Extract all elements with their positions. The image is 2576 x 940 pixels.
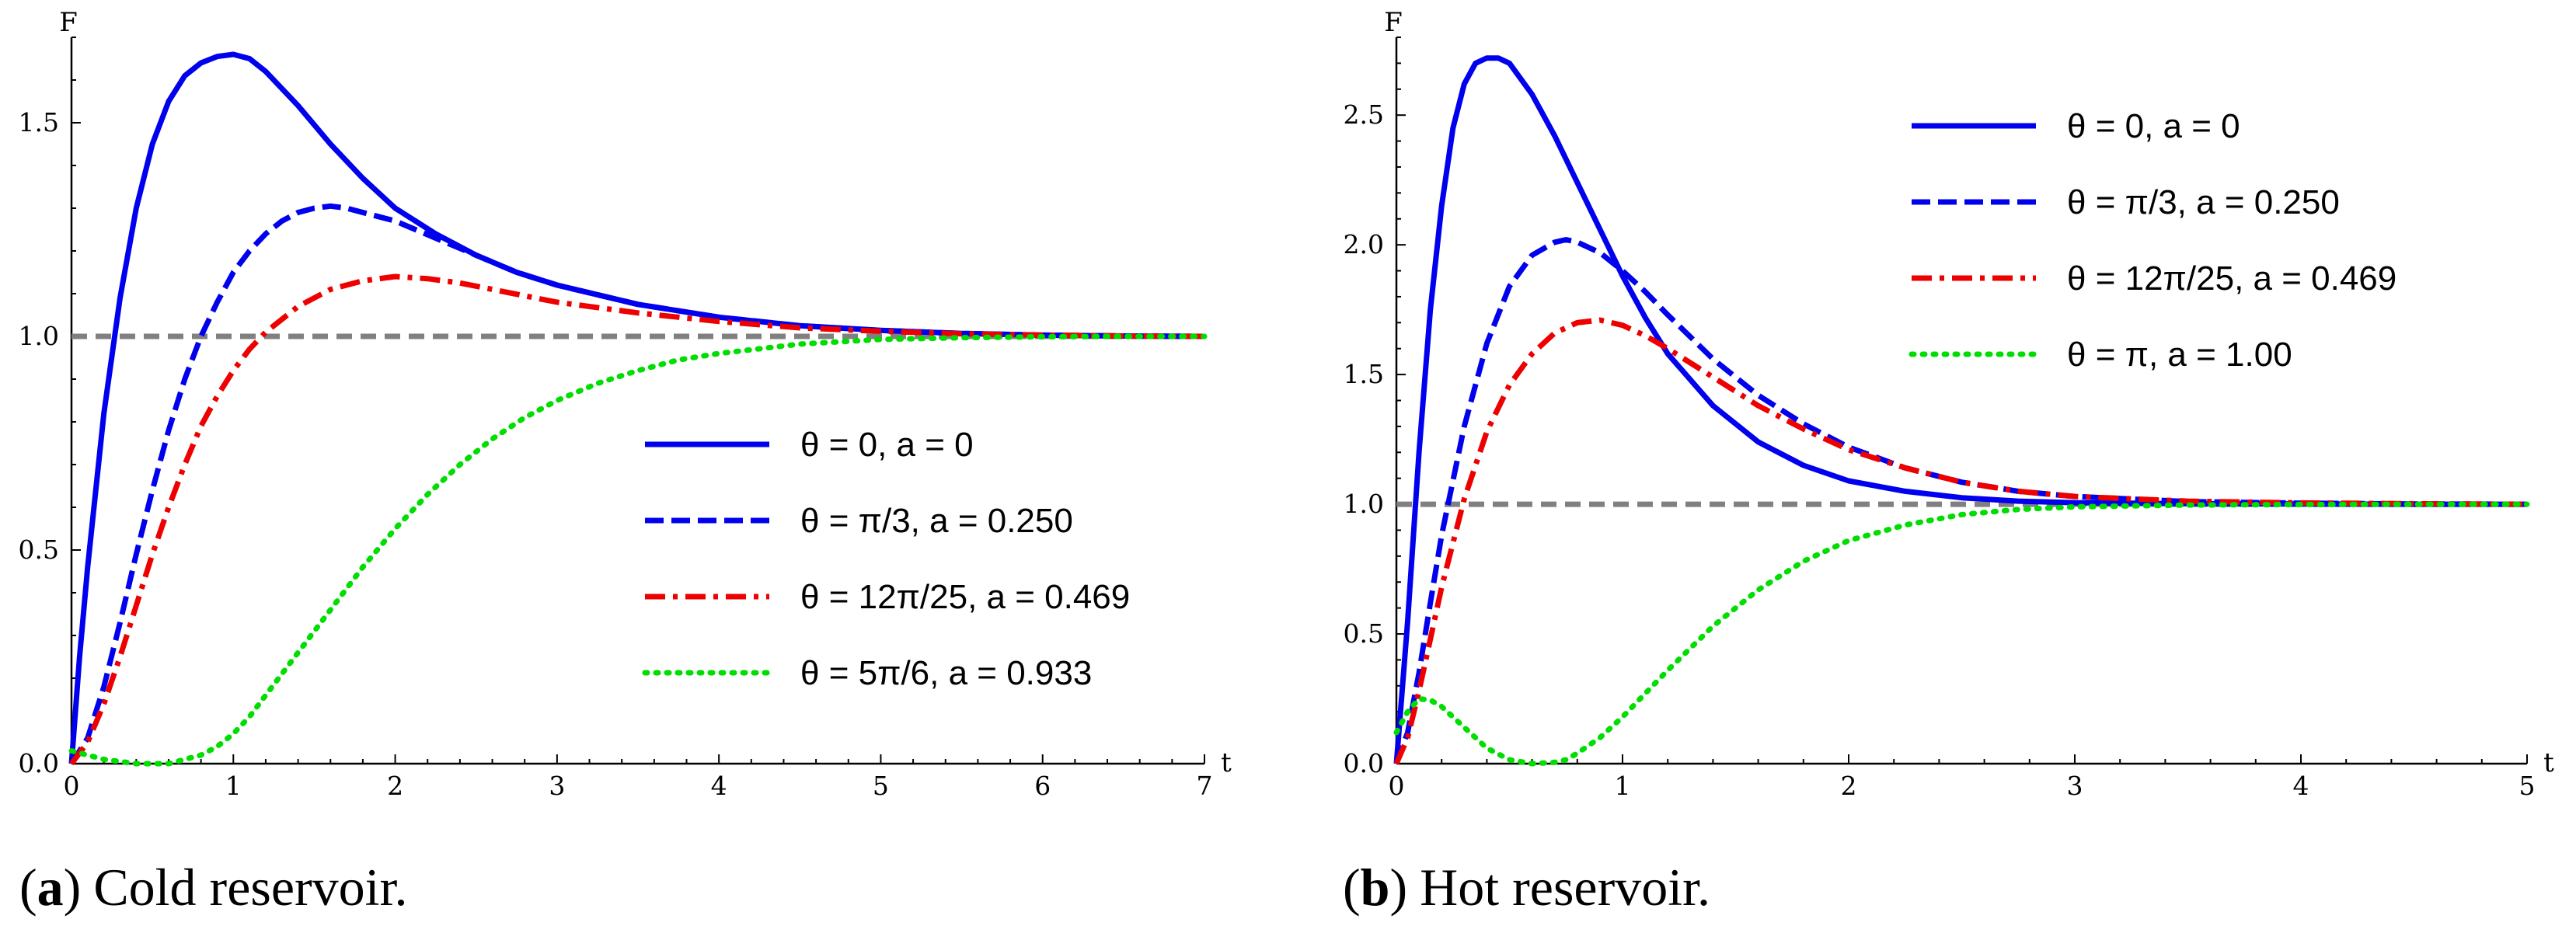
y-tick-label: 1.0 bbox=[19, 321, 59, 351]
y-tick-label: 1.5 bbox=[19, 107, 59, 138]
x-tick-label: 5 bbox=[2519, 771, 2536, 801]
figure-caption: (a) Cold reservoir. bbox=[19, 858, 407, 917]
x-tick-label: 5 bbox=[873, 771, 889, 801]
x-tick-label: 3 bbox=[549, 771, 565, 801]
y-tick-label: 0.0 bbox=[19, 748, 59, 778]
panel-cold-reservoir: 0 1 2 3 4 5 6 7 0.0 0.5 1.0 1.5 t Fθ = 0, a = 0 θ = π/… bbox=[19, 7, 1232, 917]
caption-text: Hot reservoir. bbox=[1420, 858, 1710, 917]
x-tick-label: 0 bbox=[1389, 771, 1405, 801]
series-line bbox=[1393, 317, 2528, 765]
x-tick-label: 6 bbox=[1034, 771, 1051, 801]
caption-open-paren: ( bbox=[19, 858, 37, 917]
legend-entry: θ = π/3, a = 0.250 bbox=[800, 502, 1073, 540]
x-tick-label: 1 bbox=[1615, 771, 1631, 801]
x-axis-label: t bbox=[1221, 747, 1232, 778]
caption-close-paren: ) bbox=[64, 858, 82, 917]
legend-entry: θ = 0, a = 0 bbox=[800, 426, 974, 464]
caption-letter: b bbox=[1361, 858, 1390, 917]
legend-entry: θ = 0, a = 0 bbox=[2067, 107, 2240, 145]
caption-close-paren: ) bbox=[1389, 858, 1407, 917]
y-axis-label: F bbox=[1384, 7, 1403, 38]
caption-text: Cold reservoir. bbox=[93, 858, 407, 917]
legend-entry: θ = 12π/25, a = 0.469 bbox=[2067, 259, 2396, 298]
y-tick-label: 2.5 bbox=[1344, 99, 1384, 130]
y-tick-label: 0.0 bbox=[1344, 748, 1384, 778]
x-tick-label: 2 bbox=[387, 771, 403, 801]
legend-entry: θ = π/3, a = 0.250 bbox=[2067, 183, 2340, 221]
x-tick-label: 3 bbox=[2067, 771, 2083, 801]
panel-hot-reservoir: 0 1 2 3 4 5 0.0 0.5 1.0 1.5 2.0 2.5 t Fθ = 0, a = 0 θ … bbox=[1343, 7, 2554, 917]
series-line bbox=[1393, 501, 2530, 767]
x-tick-label: 2 bbox=[1841, 771, 1857, 801]
legend-entry: θ = 5π/6, a = 0.933 bbox=[800, 654, 1092, 692]
figure-caption: (b) Hot reservoir. bbox=[1343, 858, 1710, 917]
y-tick-label: 0.5 bbox=[1344, 618, 1384, 649]
legend-entry: θ = π, a = 1.00 bbox=[2067, 336, 2292, 374]
y-tick-label: 1.0 bbox=[1344, 489, 1384, 519]
caption-open-paren: ( bbox=[1343, 858, 1361, 917]
x-tick-label: 1 bbox=[225, 771, 242, 801]
y-tick-label: 2.0 bbox=[1344, 229, 1384, 259]
y-tick-label: 1.5 bbox=[1344, 359, 1384, 389]
x-tick-label: 4 bbox=[711, 771, 727, 801]
y-tick-label: 0.5 bbox=[19, 534, 59, 565]
series-line bbox=[1393, 55, 2527, 764]
x-tick-label: 7 bbox=[1197, 771, 1213, 801]
x-axis-label: t bbox=[2543, 747, 2554, 778]
legend-entry: θ = 12π/25, a = 0.469 bbox=[800, 578, 1130, 616]
caption-letter: a bbox=[37, 858, 64, 917]
series-line bbox=[69, 273, 1205, 766]
x-tick-label: 4 bbox=[2293, 771, 2309, 801]
series-line bbox=[68, 333, 1208, 767]
x-tick-label: 0 bbox=[64, 771, 80, 801]
y-axis-label: F bbox=[59, 7, 78, 38]
